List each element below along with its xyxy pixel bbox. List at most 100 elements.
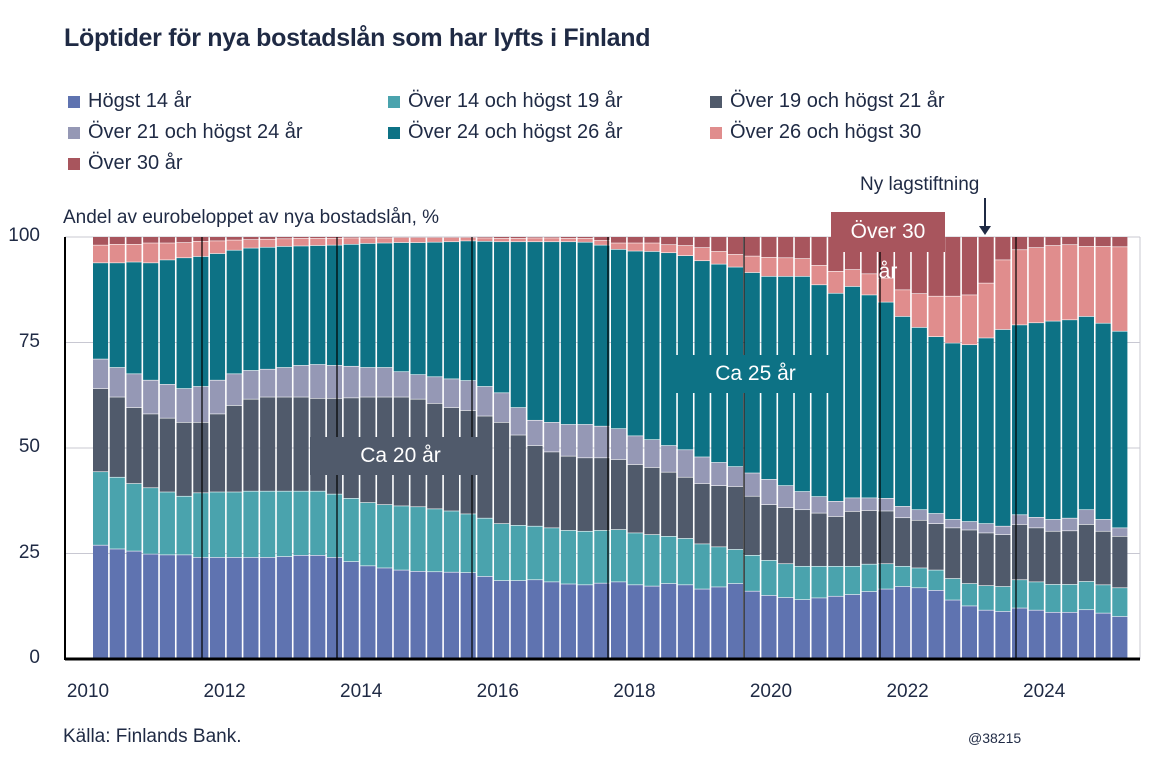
bar-segment: [260, 237, 276, 239]
bar-segment: [226, 405, 242, 492]
bar-segment: [143, 554, 159, 659]
bar-segment: [377, 367, 393, 397]
bar-segment: [560, 584, 576, 659]
bar-segment: [276, 556, 292, 659]
y-tick-label: 50: [18, 436, 40, 457]
bar-segment: [209, 492, 226, 558]
bar-segment: [911, 588, 927, 659]
legend-item: Över 19 och högst 21 år: [710, 90, 945, 113]
bar-segment: [1028, 323, 1044, 518]
bar-segment: [410, 571, 426, 659]
bar-segment: [176, 242, 192, 258]
bar-segment: [928, 590, 944, 659]
bar-segment: [126, 374, 142, 408]
bar-segment: [594, 245, 610, 426]
y-tick-label: 100: [8, 225, 40, 246]
bar-segment: [794, 510, 810, 566]
bar-segment: [243, 239, 259, 248]
x-tick-label: 2016: [476, 681, 519, 702]
bar-segment: [326, 237, 343, 239]
legend-label: Över 30 år: [88, 152, 183, 174]
bar-segment: [377, 568, 393, 659]
bar-segment: [727, 237, 744, 255]
bar-segment: [978, 523, 994, 533]
bar-segment: [1062, 584, 1078, 612]
bar-segment: [895, 566, 911, 587]
bar-segment: [209, 237, 226, 241]
bar-segment: [744, 591, 760, 659]
bar-segment: [828, 293, 844, 501]
bar-segment: [393, 237, 409, 243]
bar-segment: [711, 237, 727, 252]
y-tick-label: 75: [18, 330, 40, 352]
bar-segment: [544, 422, 560, 452]
bar-segment: [661, 253, 677, 446]
bar-segment: [895, 506, 911, 518]
bar-segment: [193, 237, 209, 242]
bar-segment: [644, 439, 660, 468]
bar-segment: [310, 237, 326, 239]
bar-segment: [945, 343, 961, 520]
bar-segment: [126, 551, 142, 659]
bar-segment: [109, 477, 125, 549]
bar-segment: [326, 245, 343, 366]
legend-item: Över 24 och högst 26 år: [388, 121, 623, 144]
bar-segment: [126, 244, 142, 262]
bar-segment: [727, 486, 744, 550]
bar-segment: [1095, 613, 1111, 659]
bar-segment: [727, 549, 744, 584]
bar-segment: [961, 295, 978, 345]
bar-segment: [193, 256, 209, 387]
bar-segment: [1112, 536, 1128, 588]
bar-segment: [811, 566, 827, 598]
bar-segment: [611, 459, 627, 530]
bar-segment: [895, 290, 911, 317]
bar-segment: [861, 510, 877, 564]
bar-segment: [794, 566, 810, 600]
bar-segment: [343, 238, 359, 244]
legend-swatch: [388, 95, 400, 108]
bar-segment: [209, 241, 226, 254]
bar-segment: [1078, 524, 1094, 582]
bar-segment: [627, 237, 643, 243]
bar-segment: [995, 611, 1011, 659]
bar-segment: [243, 491, 259, 558]
bar-segment: [661, 237, 677, 245]
bar-segment: [193, 557, 209, 659]
bar-segment: [226, 374, 242, 406]
bar-segment: [477, 241, 493, 387]
bar-segment: [209, 557, 226, 659]
bar-segment: [443, 379, 460, 408]
bar-segment: [560, 242, 576, 425]
bar-segment: [828, 566, 844, 596]
bar-segment: [143, 237, 159, 243]
bar-segment: [794, 599, 810, 659]
bar-segment: [878, 278, 894, 302]
bar-segment: [1095, 519, 1111, 531]
bar-segment: [360, 243, 376, 368]
bar-segment: [594, 237, 610, 241]
bar-segment: [276, 367, 292, 397]
bar-segment: [694, 589, 710, 659]
bar-segment: [1045, 245, 1061, 321]
bar-segment: [661, 536, 677, 584]
bar-segment: [477, 518, 493, 577]
bar-segment: [143, 243, 159, 263]
bar-segment: [644, 251, 660, 440]
bar-segment: [661, 245, 677, 253]
bar-segment: [93, 263, 109, 359]
bar-segment: [945, 600, 961, 659]
bar-segment: [443, 242, 460, 379]
bar-segment: [377, 504, 393, 568]
bar-segment: [611, 529, 627, 582]
bar-segment: [293, 238, 309, 246]
bar-segment: [1028, 247, 1044, 323]
bar-segment: [260, 491, 276, 558]
bar-segment: [1112, 588, 1128, 617]
bar-segment: [226, 250, 242, 374]
legend-label: Över 21 och högst 24 år: [88, 121, 303, 143]
bar-segment: [945, 519, 961, 528]
bar-segment: [377, 243, 393, 368]
bar-segment: [126, 237, 142, 244]
bar-segment: [1062, 237, 1078, 245]
